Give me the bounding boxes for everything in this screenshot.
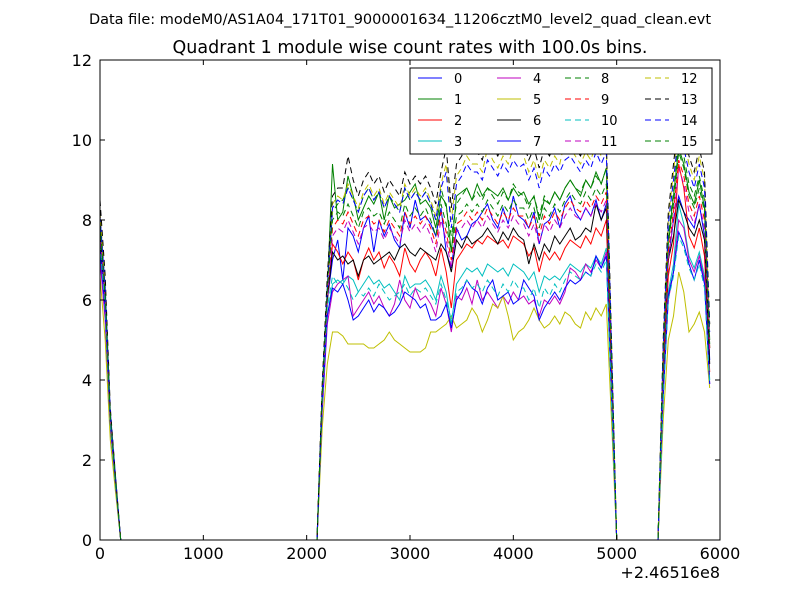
y-tick-label: 12 [72, 51, 92, 70]
legend-label-3: 3 [454, 135, 462, 150]
legend-label-1: 1 [454, 93, 462, 108]
series-layer [99, 115, 711, 541]
x-tick-label: 1000 [183, 544, 224, 563]
legend-label-11: 11 [601, 135, 618, 150]
series-line-5 [99, 271, 711, 541]
y-tick-label: 2 [82, 451, 92, 470]
series-line-12 [99, 123, 711, 541]
y-tick-label: 4 [82, 371, 92, 390]
legend-label-13: 13 [681, 93, 698, 108]
figure-suptitle: Data file: modeM0/AS1A04_171T01_90000016… [89, 12, 711, 28]
series-line-15 [99, 151, 711, 541]
legend-box [409, 67, 713, 155]
legend-label-14: 14 [681, 114, 698, 129]
y-tick-label: 8 [82, 211, 92, 230]
x-tick-label: 2000 [286, 544, 327, 563]
y-tick-label: 10 [72, 131, 92, 150]
legend-label-9: 9 [601, 93, 609, 108]
y-tick-label: 6 [82, 291, 92, 310]
legend-label-2: 2 [454, 114, 462, 129]
legend-label-5: 5 [533, 93, 541, 108]
x-tick-label: 4000 [493, 544, 534, 563]
legend-label-8: 8 [601, 72, 609, 87]
legend-label-0: 0 [454, 72, 462, 87]
y-tick-label: 0 [82, 531, 92, 550]
x-tick-label: 5000 [596, 544, 637, 563]
legend-label-15: 15 [681, 135, 698, 150]
series-line-14 [99, 131, 711, 541]
chart-title: Quadrant 1 module wise count rates with … [173, 38, 648, 58]
x-offset-label: +2.46516e8 [620, 563, 720, 582]
legend-label-6: 6 [533, 114, 541, 129]
plot-frame [99, 59, 721, 541]
series-line-10 [99, 234, 711, 541]
legend-label-12: 12 [681, 72, 698, 87]
legend-label-10: 10 [601, 114, 618, 129]
x-tick-label: 3000 [390, 544, 431, 563]
x-tick-label: 0 [95, 544, 105, 563]
legend-label-7: 7 [533, 135, 541, 150]
x-tick-label: 6000 [700, 544, 741, 563]
legend-label-4: 4 [533, 72, 541, 87]
